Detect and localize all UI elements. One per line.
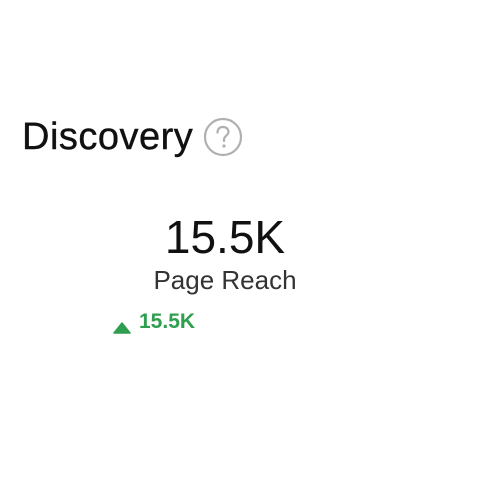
section-title: Discovery [22, 116, 194, 158]
metric-card: 15.5K Page Reach [100, 210, 350, 296]
question-circle-icon-graphic [204, 117, 243, 157]
metric-change: 15.5K [113, 310, 195, 334]
metric-label: Page Reach [153, 265, 297, 295]
question-circle-icon[interactable] [203, 117, 243, 157]
metric-value: 15.5K [164, 211, 286, 263]
metric-change-value: 15.5K [139, 310, 196, 333]
triangle-up-icon [113, 316, 131, 334]
section-header: Discovery [22, 114, 243, 160]
